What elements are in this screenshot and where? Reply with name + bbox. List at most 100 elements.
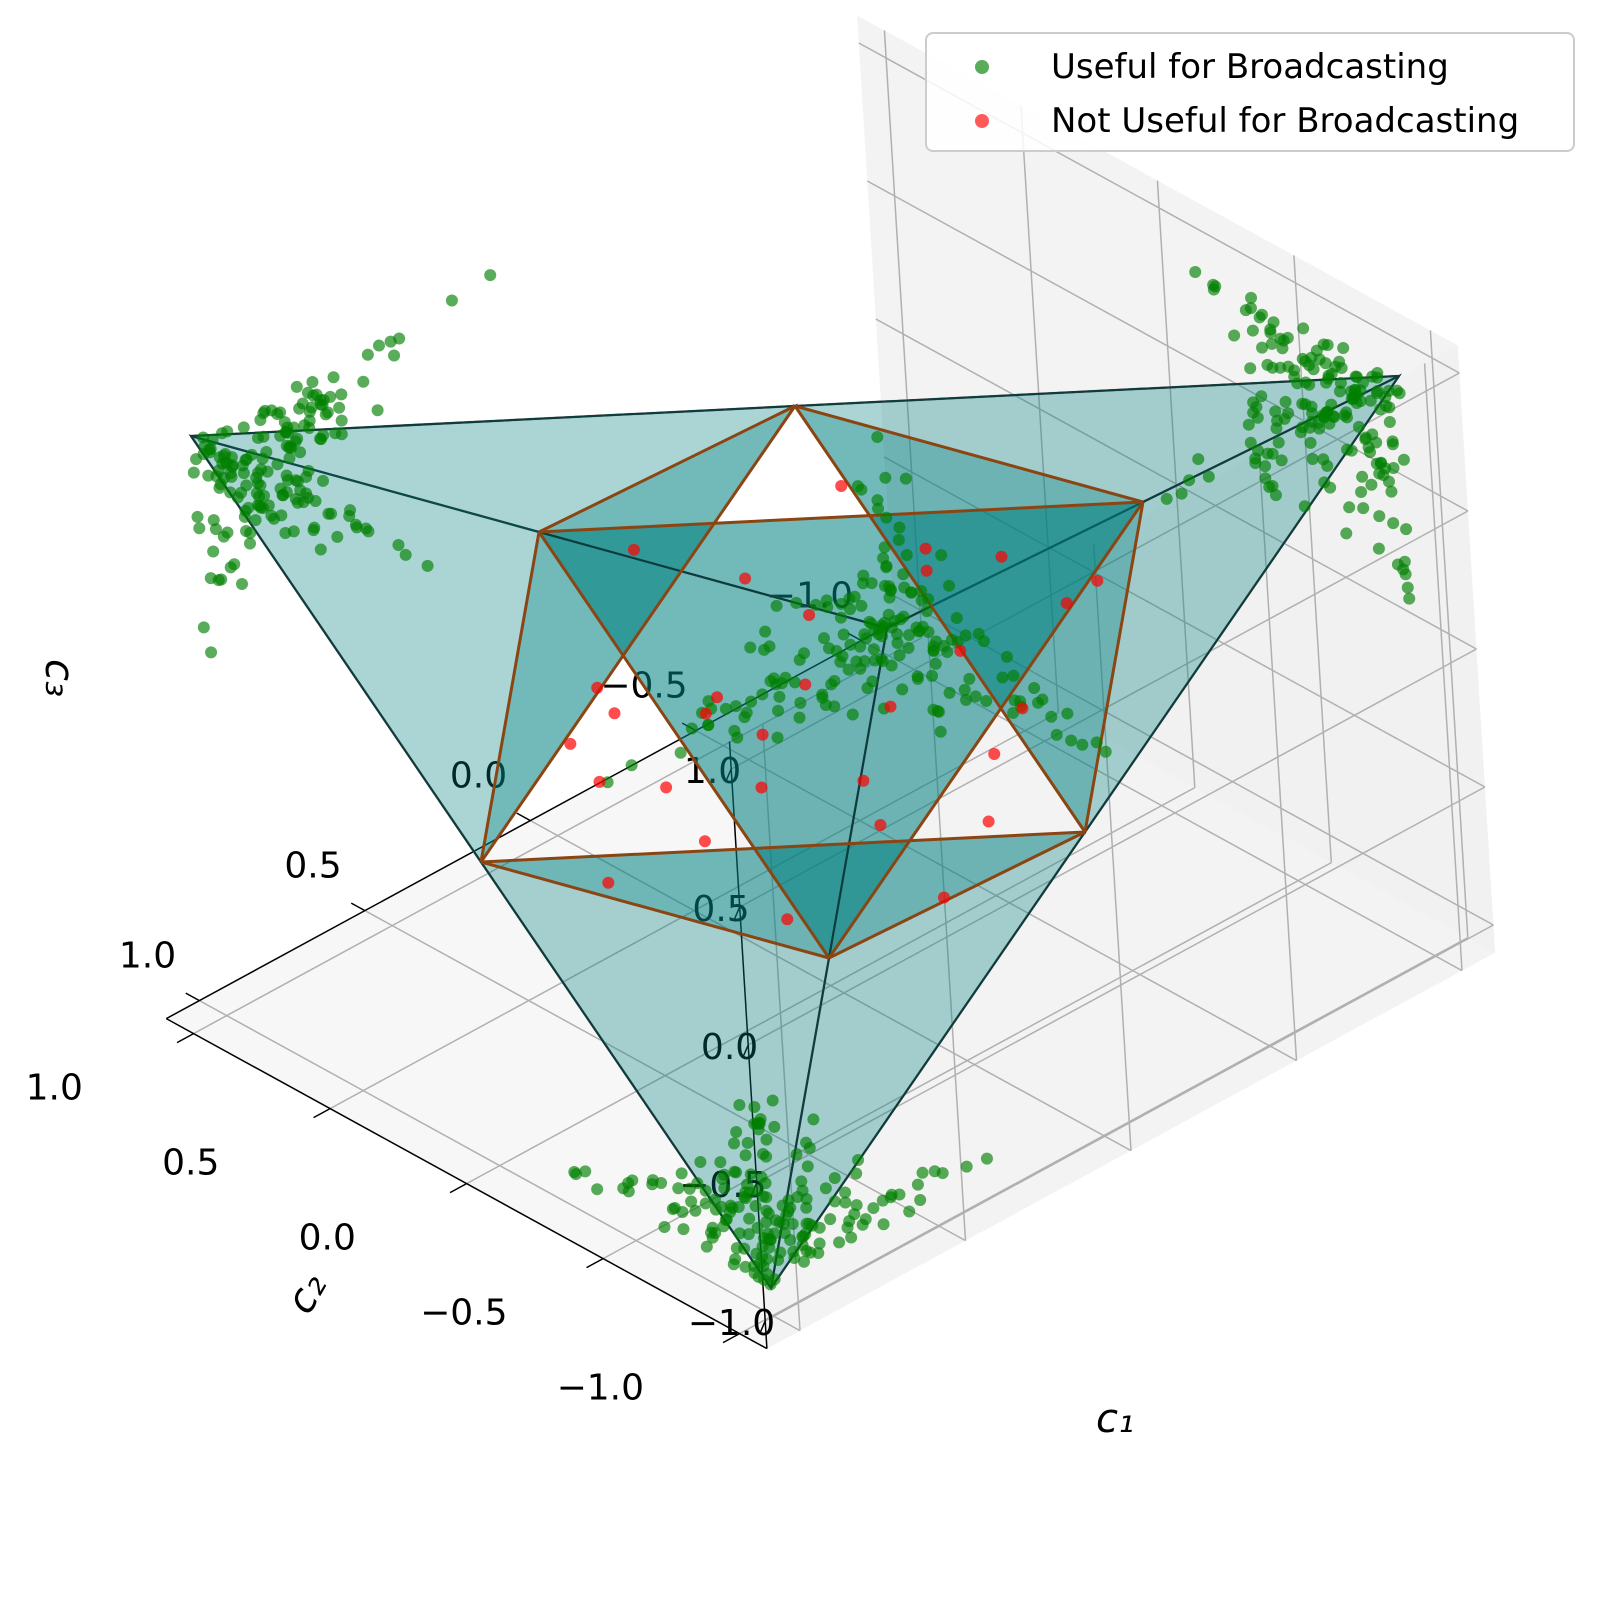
point-useful xyxy=(579,1165,592,1178)
x-tick xyxy=(350,902,366,912)
point-useful xyxy=(293,402,306,415)
point-not-useful xyxy=(919,542,932,555)
point-useful xyxy=(911,672,924,685)
point-useful xyxy=(238,510,251,523)
point-useful xyxy=(484,269,497,282)
point-useful xyxy=(1319,357,1332,370)
point-useful xyxy=(830,645,843,658)
point-useful xyxy=(932,705,945,718)
point-useful xyxy=(744,1168,757,1181)
point-useful xyxy=(275,509,288,522)
point-useful xyxy=(1008,694,1021,707)
point-useful xyxy=(1269,489,1282,502)
point-useful xyxy=(308,521,321,534)
point-useful xyxy=(190,453,203,466)
point-useful xyxy=(317,474,330,487)
point-useful xyxy=(322,507,335,520)
point-useful xyxy=(1383,415,1396,428)
point-not-useful xyxy=(627,543,640,556)
point-useful xyxy=(1244,302,1257,315)
point-useful xyxy=(1244,436,1257,449)
point-useful xyxy=(1398,555,1411,568)
point-useful xyxy=(1340,406,1353,419)
point-useful xyxy=(244,537,257,550)
point-useful xyxy=(779,671,792,684)
point-useful xyxy=(930,635,943,648)
point-useful xyxy=(392,538,405,551)
point-useful xyxy=(1387,461,1400,474)
point-useful xyxy=(655,1176,668,1189)
z-axis-label: c₃ xyxy=(36,659,82,697)
point-useful xyxy=(1321,459,1334,472)
point-useful xyxy=(730,1126,743,1139)
point-useful xyxy=(755,1171,768,1184)
point-useful xyxy=(361,348,374,361)
point-useful xyxy=(773,1216,786,1229)
point-useful xyxy=(788,676,801,689)
point-useful xyxy=(319,408,332,421)
point-useful xyxy=(1375,456,1388,469)
point-useful xyxy=(240,479,253,492)
point-useful xyxy=(759,625,772,638)
x-axis-label: c₁ xyxy=(1096,1396,1134,1442)
point-useful xyxy=(1365,478,1378,491)
point-useful xyxy=(1253,311,1266,324)
point-useful xyxy=(335,414,348,427)
point-useful xyxy=(784,1201,797,1214)
point-useful xyxy=(739,1149,752,1162)
point-useful xyxy=(1228,329,1241,342)
grid-line xyxy=(199,999,801,1332)
y-tick-label: 1.0 xyxy=(26,1068,83,1109)
point-useful xyxy=(885,659,898,672)
point-useful xyxy=(220,456,233,469)
point-useful xyxy=(819,1182,832,1195)
point-useful xyxy=(1328,411,1341,424)
grid-line xyxy=(747,648,1477,1046)
point-useful xyxy=(941,646,954,659)
point-useful xyxy=(902,641,915,654)
point-useful xyxy=(204,572,217,585)
point-useful xyxy=(245,448,258,461)
legend-item-not-useful: Not Useful for Broadcasting xyxy=(927,94,1519,148)
point-useful xyxy=(800,1136,813,1149)
point-useful xyxy=(916,1166,929,1179)
point-useful xyxy=(384,335,397,348)
point-useful xyxy=(1337,341,1350,354)
point-useful xyxy=(980,695,993,708)
point-useful xyxy=(335,388,348,401)
point-useful xyxy=(842,663,855,676)
point-useful xyxy=(271,458,284,471)
point-useful xyxy=(224,561,237,574)
point-useful xyxy=(876,655,889,668)
point-useful xyxy=(622,1185,635,1198)
x-tick xyxy=(516,812,531,822)
point-useful xyxy=(205,646,218,659)
point-useful xyxy=(794,696,807,709)
point-useful xyxy=(1390,384,1403,397)
point-useful xyxy=(591,1183,604,1196)
octahedron-edge xyxy=(538,404,796,534)
point-useful xyxy=(729,1253,742,1266)
x-tick-label: 0.5 xyxy=(284,846,341,887)
point-useful xyxy=(714,1156,727,1169)
point-useful xyxy=(1036,693,1049,706)
point-useful xyxy=(929,657,942,670)
point-useful xyxy=(959,629,972,642)
point-useful xyxy=(916,620,929,633)
octahedron-edge xyxy=(479,531,541,863)
point-useful xyxy=(748,1100,761,1113)
octahedron-edge xyxy=(480,860,830,960)
point-useful xyxy=(1386,438,1399,451)
point-useful xyxy=(1306,453,1319,466)
point-useful xyxy=(1076,738,1089,751)
point-useful xyxy=(865,617,878,630)
point-useful xyxy=(307,389,320,402)
point-useful xyxy=(865,577,878,590)
point-useful xyxy=(372,339,385,352)
point-useful xyxy=(950,611,963,624)
point-useful xyxy=(733,1099,746,1112)
legend-item-useful: Useful for Broadcasting xyxy=(927,40,1449,94)
point-useful xyxy=(291,496,304,509)
point-useful xyxy=(893,521,906,534)
point-useful xyxy=(280,469,293,482)
